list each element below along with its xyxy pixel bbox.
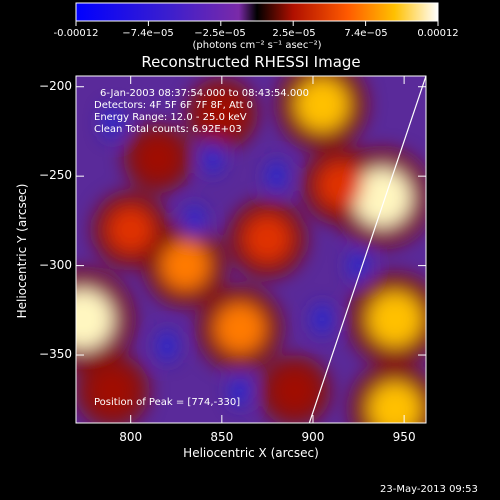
x-axis-label: Heliocentric X (arcsec) [183, 446, 319, 460]
info-line-time: 6-Jan-2003 08:37:54.000 to 08:43:54.000 [100, 88, 309, 99]
colorbar [75, 2, 439, 26]
y-axis-ticks [76, 86, 426, 356]
hot-spot [200, 92, 244, 135]
colorbar-tick-2: −2.5e−05 [194, 28, 246, 39]
negative-region [312, 303, 333, 336]
negative-region [266, 160, 287, 193]
hot-spot [317, 162, 364, 208]
colorbar-tick-3: 2.5e−05 [272, 28, 316, 39]
x-tick-label: 850 [210, 430, 234, 444]
colorbar-unit-label: (photons cm⁻² s⁻¹ asec⁻²) [192, 40, 322, 51]
y-tick-label: −300 [39, 257, 72, 272]
info-line-detectors: Detectors: 4F 5F 6F 7F 8F, Att 0 [94, 100, 254, 111]
colorbar-tick-4: 7.4e−05 [344, 28, 388, 39]
x-axis-ticks [130, 76, 405, 423]
hot-spot [368, 381, 422, 423]
hot-spot [107, 207, 154, 253]
colorbar-tick-0: -0.00012 [53, 28, 99, 39]
x-tick-label: 950 [392, 430, 416, 444]
negative-region [348, 249, 369, 282]
colorbar-ticks [75, 21, 439, 26]
peak-position-label: Position of Peak = [774,-330] [94, 397, 241, 408]
hot-spot [76, 289, 114, 350]
info-line-energy: Energy Range: 12.0 - 25.0 keV [94, 112, 247, 123]
solar-limb-line [308, 76, 426, 423]
hot-spot [367, 291, 423, 347]
colorbar-gradient [75, 2, 439, 22]
negative-region [102, 106, 123, 139]
y-tick-label: −200 [39, 78, 72, 93]
hot-spot [295, 77, 349, 132]
plot-frame [75, 75, 427, 424]
y-tick-label: −350 [39, 347, 72, 362]
chart-title: Reconstructed RHESSI Image [141, 53, 361, 71]
hot-spot [243, 215, 292, 263]
negative-region [230, 374, 251, 407]
negative-region [184, 204, 205, 237]
info-line-counts: Clean Total counts: 6.92E+03 [94, 124, 242, 135]
hot-spot [90, 368, 135, 413]
colorbar-tick-1: −7.4e−05 [122, 28, 174, 39]
x-tick-label: 900 [301, 430, 325, 444]
footer-timestamp: 23-May-2013 09:53 [380, 484, 478, 495]
y-axis-label: Heliocentric Y (arcsec) [15, 183, 29, 319]
negative-region [157, 330, 178, 363]
hot-spot [214, 303, 266, 354]
colorbar-tick-5: 0.00012 [417, 28, 459, 39]
hot-spot [353, 168, 412, 227]
hot-spot [273, 369, 316, 413]
hot-spot [137, 137, 179, 179]
hot-spot [160, 241, 210, 290]
x-tick-label: 800 [119, 430, 143, 444]
negative-region [202, 142, 223, 175]
y-tick-label: −250 [39, 168, 72, 183]
